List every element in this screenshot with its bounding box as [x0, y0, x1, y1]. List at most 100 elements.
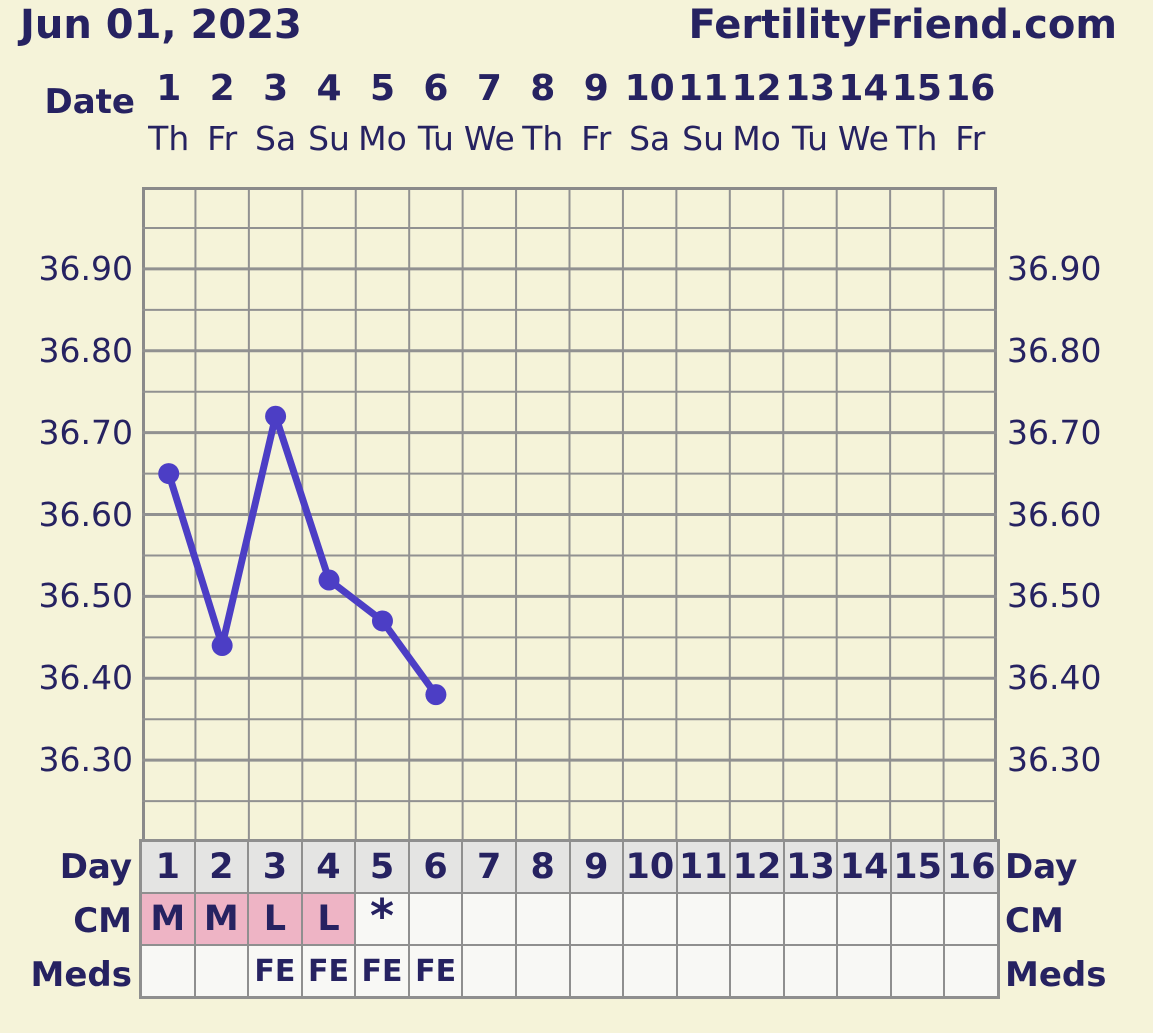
day-cell: 3	[249, 842, 301, 892]
temperature-point	[318, 569, 340, 591]
cm-row-label-left: CM	[73, 901, 132, 941]
temperature-point	[371, 610, 393, 632]
day-cell: 7	[463, 842, 515, 892]
meds-cell	[624, 946, 676, 996]
day-cell: 6	[409, 842, 462, 892]
temperature-point	[265, 405, 287, 427]
date-number-cell: 10	[624, 67, 675, 109]
day-cell: 4	[302, 842, 355, 892]
date-number-cell: 16	[945, 67, 996, 109]
cm-cell	[891, 894, 944, 944]
meds-cell	[195, 946, 248, 996]
weekday-cell: We	[837, 118, 889, 158]
date-number-cell: 13	[784, 67, 836, 109]
ytick-label-right: 36.30	[1007, 740, 1102, 780]
meds-cell	[945, 946, 997, 996]
day-cell: 1	[142, 842, 194, 892]
weekday-cell: Mo	[358, 118, 407, 158]
meds-cell	[838, 946, 890, 996]
day-row-label-left: Day	[59, 847, 132, 887]
meds-cell: FE	[302, 946, 355, 996]
cm-cell	[624, 894, 676, 944]
day-cell: 15	[891, 842, 944, 892]
temperature-point	[425, 684, 447, 706]
meds-cell	[731, 946, 783, 996]
weekday-cell: Fr	[581, 118, 612, 158]
cm-cell	[784, 894, 837, 944]
chart-date-title: Jun 01, 2023	[20, 2, 302, 48]
day-cell: 2	[195, 842, 248, 892]
weekday-cell: Sa	[255, 118, 297, 158]
date-axis-label: Date	[44, 82, 135, 122]
weekday-cell: Sa	[629, 118, 671, 158]
brand-link[interactable]: FertilityFriend.com	[688, 2, 1117, 48]
day-cell: 16	[945, 842, 997, 892]
ytick-label-left: 36.90	[38, 248, 133, 288]
daily-data-table: 1 2 3 4 5 6 7 8 9 10 11 12 13 14 15 16 M M L L * FE FE FE FE	[139, 839, 1000, 999]
ytick-label-left: 36.30	[38, 740, 133, 780]
day-cell: 11	[677, 842, 730, 892]
day-cell: 9	[570, 842, 623, 892]
cm-cell: *	[356, 893, 408, 944]
cm-cell	[945, 894, 997, 944]
weekday-cell: Mo	[732, 118, 781, 158]
date-number-cell: 14	[838, 67, 889, 109]
temperature-point	[211, 635, 233, 656]
ytick-label-right: 36.60	[1007, 494, 1102, 534]
cm-cell: M	[195, 894, 248, 944]
weekday-cell: Th	[148, 118, 190, 158]
cm-cell	[838, 894, 890, 944]
meds-cell: FE	[249, 946, 301, 996]
date-number-cell: 8	[530, 67, 556, 109]
date-number-cell: 15	[891, 67, 942, 109]
cm-cell	[463, 894, 515, 944]
meds-cell	[677, 946, 730, 996]
date-number-cell: 5	[369, 67, 395, 109]
meds-row-label-right: Meds	[1005, 955, 1107, 995]
weekday-cell: Fr	[207, 118, 238, 158]
date-number-row: 1 2 3 4 5 6 7 8 9 10 11 12 13 14 15 16	[142, 67, 997, 109]
meds-cell	[784, 946, 837, 996]
cm-row-label-right: CM	[1005, 901, 1064, 941]
day-cell: 10	[624, 842, 676, 892]
ytick-label-right: 36.70	[1007, 412, 1102, 452]
meds-cell	[891, 946, 944, 996]
weekday-cell: Su	[682, 118, 725, 158]
date-number-cell: 7	[476, 67, 502, 109]
cm-cell	[677, 894, 730, 944]
day-cell: 13	[784, 842, 837, 892]
day-cell: 8	[516, 842, 569, 892]
weekday-cell: We	[463, 118, 515, 158]
date-number-cell: 12	[731, 67, 782, 109]
weekday-cell: Th	[522, 118, 564, 158]
ytick-label-right: 36.50	[1007, 576, 1102, 616]
weekday-cell: Su	[308, 118, 350, 158]
day-cell: 5	[356, 842, 408, 892]
cm-cell: M	[142, 894, 194, 944]
weekday-cell: Fr	[955, 118, 986, 158]
ytick-label-right: 36.40	[1007, 658, 1102, 698]
cm-cell	[516, 894, 569, 944]
meds-cell	[463, 946, 515, 996]
ytick-label-left: 36.60	[38, 494, 133, 534]
bbt-line-chart	[142, 187, 997, 842]
cm-cell: L	[302, 894, 355, 944]
day-cell: 14	[838, 842, 890, 892]
ytick-label-right: 36.90	[1007, 248, 1102, 288]
cm-cell: L	[249, 894, 301, 944]
date-number-cell: 4	[316, 67, 342, 109]
date-number-cell: 3	[263, 67, 289, 109]
ytick-label-left: 36.70	[38, 412, 133, 452]
meds-row-label-left: Meds	[30, 955, 132, 995]
date-number-cell: 11	[678, 67, 729, 109]
weekday-cell: Tu	[791, 118, 828, 158]
weekday-cell: Th	[896, 118, 938, 158]
meds-cell	[142, 946, 194, 996]
date-number-cell: 2	[209, 67, 235, 109]
temperature-line	[165, 412, 440, 699]
weekday-cell: Tu	[417, 118, 454, 158]
meds-cell: FE	[356, 946, 408, 996]
date-number-cell: 1	[156, 67, 182, 109]
meds-cell: FE	[409, 946, 462, 996]
